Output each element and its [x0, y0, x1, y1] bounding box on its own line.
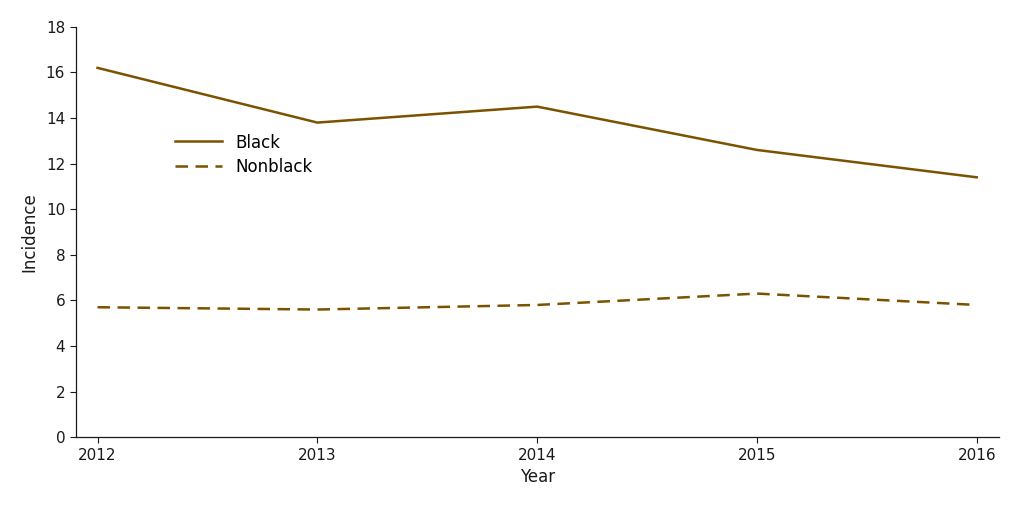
Line: Black: Black — [98, 68, 976, 177]
X-axis label: Year: Year — [519, 468, 554, 486]
Nonblack — [92, 304, 104, 310]
Nonblack — [531, 302, 543, 308]
Nonblack — [970, 302, 982, 308]
Black — [531, 103, 543, 110]
Black — [970, 174, 982, 180]
Nonblack — [750, 291, 762, 297]
Black — [92, 65, 104, 71]
Y-axis label: Incidence: Incidence — [20, 192, 39, 272]
Line: Nonblack: Nonblack — [98, 294, 976, 310]
Legend: Black, Nonblack: Black, Nonblack — [167, 125, 321, 185]
Black — [311, 120, 323, 126]
Nonblack — [311, 307, 323, 313]
Black — [750, 147, 762, 153]
